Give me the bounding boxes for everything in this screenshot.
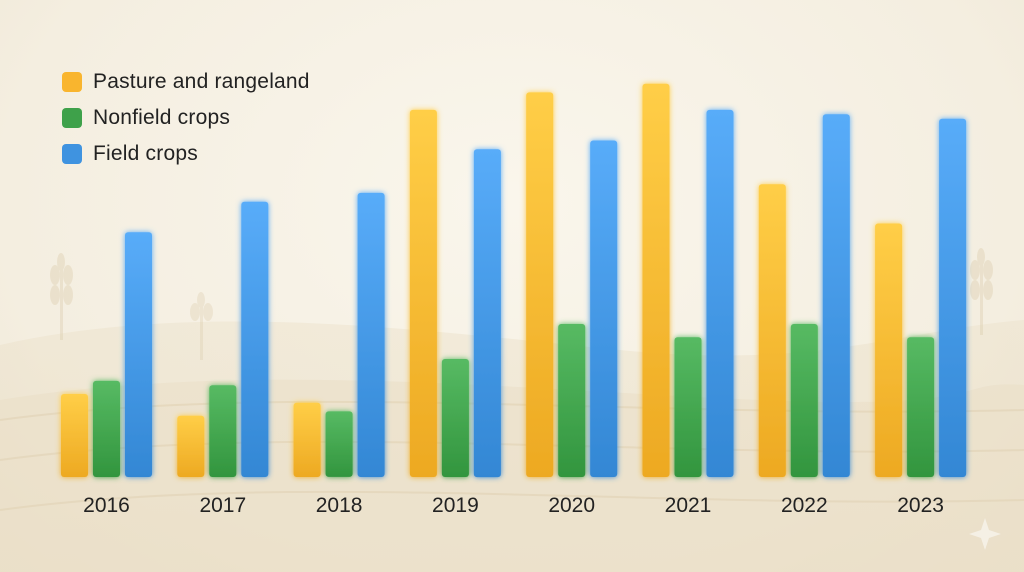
bar-nonfield-crops-2018 (325, 411, 353, 477)
bar-nonfield-crops-2017 (209, 385, 237, 477)
bar-nonfield-crops-2021 (674, 337, 702, 477)
bar-field-crops-2016 (125, 232, 152, 477)
wheat-stalk-icon (190, 292, 213, 360)
bar-pasture-and-rangeland-2020 (526, 92, 554, 478)
bar-nonfield-crops-2023 (907, 337, 935, 477)
bar-field-crops-2017 (241, 201, 269, 477)
legend: Pasture and rangeland Nonfield crops Fie… (62, 64, 362, 172)
bar-field-crops-2018 (357, 192, 385, 477)
bar-pasture-and-rangeland-2021 (642, 83, 670, 477)
x-tick-label-2021: 2021 (665, 494, 712, 517)
bar-field-crops-2023 (939, 118, 967, 477)
bar-nonfield-crops-2019 (441, 359, 469, 477)
bar-pasture-and-rangeland-2023 (875, 223, 903, 477)
x-tick-label-2022: 2022 (781, 494, 828, 517)
x-tick-label-2018: 2018 (316, 494, 363, 517)
legend-swatch-pasture (62, 72, 82, 92)
bars-group (61, 83, 967, 478)
bar-field-crops-2020 (590, 140, 618, 477)
wheat-stalk-icon (50, 253, 73, 340)
bar-nonfield-crops-2020 (558, 324, 586, 477)
x-tick-label-2017: 2017 (199, 494, 246, 517)
bar-pasture-and-rangeland-2017 (177, 415, 205, 477)
legend-swatch-field (62, 144, 82, 164)
bar-field-crops-2022 (822, 114, 850, 478)
sparkle-icon (969, 518, 1001, 550)
legend-label-nonfield: Nonfield crops (93, 106, 231, 129)
x-axis-ticks: 2016 2017 2018 2019 2020 2021 2022 2023 (83, 494, 944, 517)
wheat-stalk-icon (970, 248, 993, 335)
bar-pasture-and-rangeland-2019 (409, 109, 437, 478)
legend-swatch-nonfield (62, 108, 82, 128)
x-tick-label-2020: 2020 (548, 494, 595, 517)
x-tick-label-2023: 2023 (897, 494, 944, 517)
bar-field-crops-2019 (473, 149, 501, 478)
bar-pasture-and-rangeland-2018 (293, 402, 321, 477)
bar-nonfield-crops-2022 (790, 324, 818, 477)
legend-item-field: Field crops (62, 136, 362, 172)
furrow-line (0, 490, 1024, 511)
bar-pasture-and-rangeland-2022 (758, 184, 786, 477)
bar-field-crops-2021 (706, 109, 734, 478)
x-tick-label-2019: 2019 (432, 494, 479, 517)
x-tick-label-2016: 2016 (83, 494, 130, 517)
bar-nonfield-crops-2016 (93, 380, 120, 477)
legend-item-pasture: Pasture and rangeland (62, 64, 362, 100)
bar-pasture-and-rangeland-2016 (61, 394, 88, 477)
legend-item-nonfield: Nonfield crops (62, 100, 362, 136)
legend-label-field: Field crops (93, 142, 198, 165)
legend-label-pasture: Pasture and rangeland (93, 70, 310, 93)
